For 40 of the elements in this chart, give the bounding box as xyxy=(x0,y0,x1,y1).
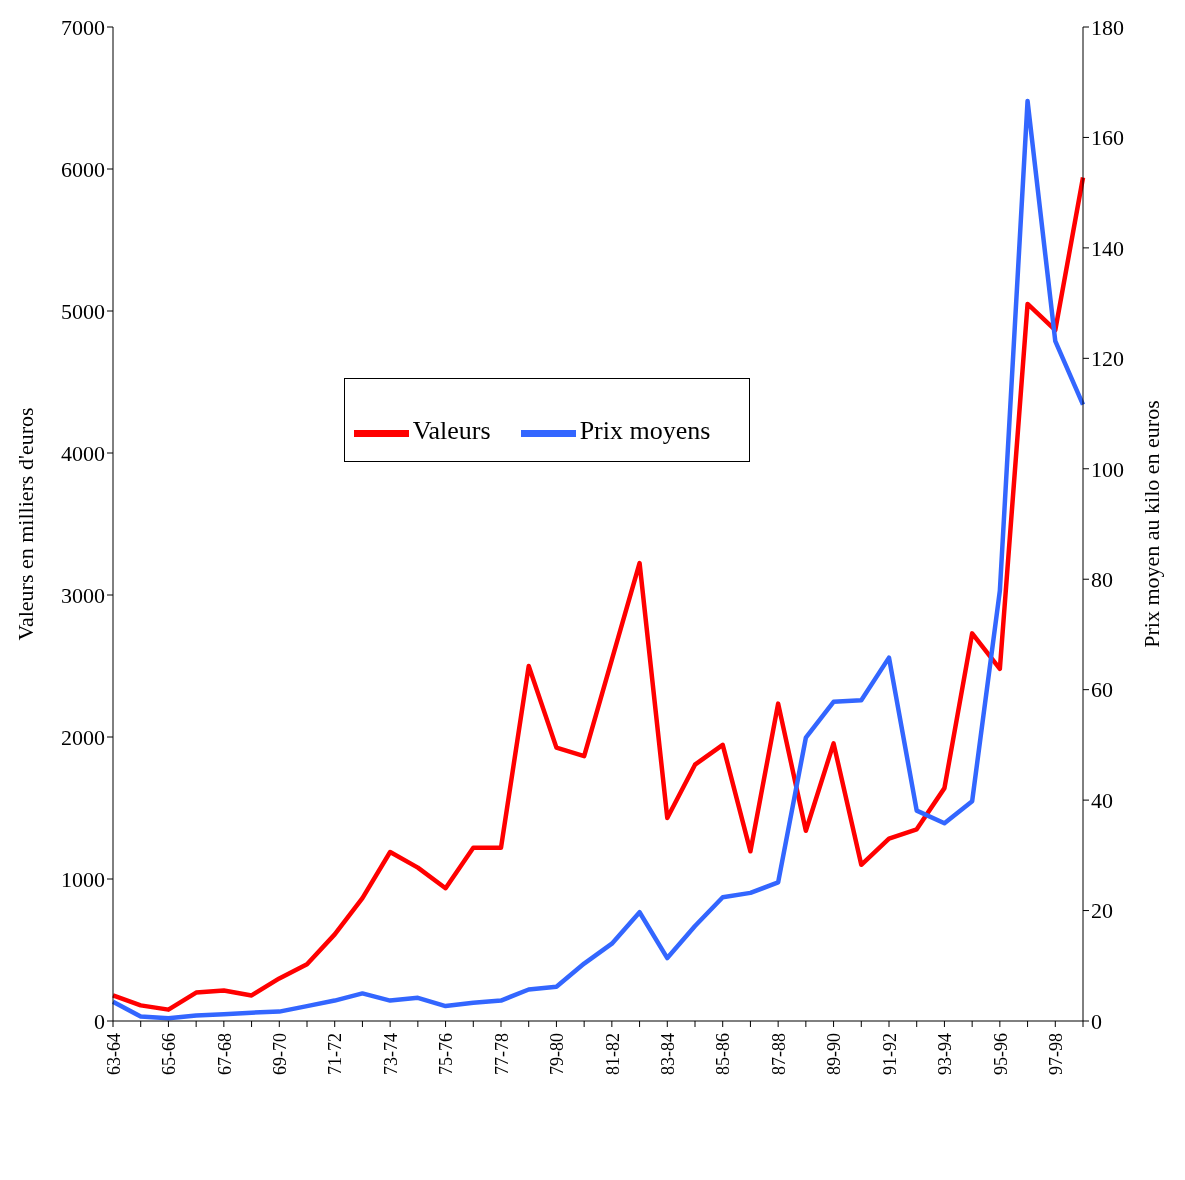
x-tick-label: 79-80 xyxy=(547,1033,568,1075)
y-axis-title: Valeurs en milliers d'euros xyxy=(12,407,38,641)
x-tick-label: 75-76 xyxy=(436,1033,457,1075)
x-tick-label: 83-84 xyxy=(658,1033,679,1075)
y-tick-label: 1000 xyxy=(61,866,105,892)
y2-tick-label: 60 xyxy=(1091,677,1113,703)
legend-label: Prix moyens xyxy=(579,415,711,445)
x-tick-label: 77-78 xyxy=(491,1033,512,1075)
y2-tick-label: 20 xyxy=(1091,898,1113,924)
x-tick-label: 93-94 xyxy=(935,1033,956,1075)
y2-tick-label: 80 xyxy=(1091,567,1113,593)
x-tick-label: 81-82 xyxy=(602,1033,623,1075)
x-tick-label: 67-68 xyxy=(214,1033,235,1075)
y2-tick-label: 160 xyxy=(1091,125,1124,151)
y-tick-label: 0 xyxy=(94,1008,105,1034)
y2-tick-label: 180 xyxy=(1091,14,1124,40)
x-tick-label: 87-88 xyxy=(768,1033,789,1075)
y2-tick-label: 40 xyxy=(1091,787,1113,813)
y2-tick-label: 140 xyxy=(1091,235,1124,261)
x-tick-label: 89-90 xyxy=(824,1033,845,1075)
x-tick-label: 73-74 xyxy=(380,1033,401,1075)
x-tick-label: 95-96 xyxy=(990,1033,1011,1075)
y-tick-label: 5000 xyxy=(61,298,105,324)
y-tick-label: 7000 xyxy=(61,14,105,40)
y-tick-label: 2000 xyxy=(61,724,105,750)
x-tick-label: 97-98 xyxy=(1046,1033,1067,1075)
x-tick-label: 91-92 xyxy=(879,1033,900,1075)
y2-tick-label: 100 xyxy=(1091,456,1124,482)
y2-axis-title: Prix moyen au kilo en euros xyxy=(1138,400,1164,648)
x-tick-label: 63-64 xyxy=(103,1033,124,1075)
y-tick-label: 6000 xyxy=(61,156,105,182)
y-tick-label: 4000 xyxy=(61,440,105,466)
x-tick-label: 69-70 xyxy=(270,1033,291,1075)
y2-tick-label: 0 xyxy=(1091,1008,1102,1034)
x-tick-label: 65-66 xyxy=(159,1033,180,1075)
x-tick-label: 71-72 xyxy=(325,1033,346,1075)
y2-tick-label: 120 xyxy=(1091,346,1124,372)
y-tick-label: 3000 xyxy=(61,582,105,608)
legend-label: Valeurs xyxy=(412,415,491,445)
x-tick-label: 85-86 xyxy=(713,1033,734,1075)
